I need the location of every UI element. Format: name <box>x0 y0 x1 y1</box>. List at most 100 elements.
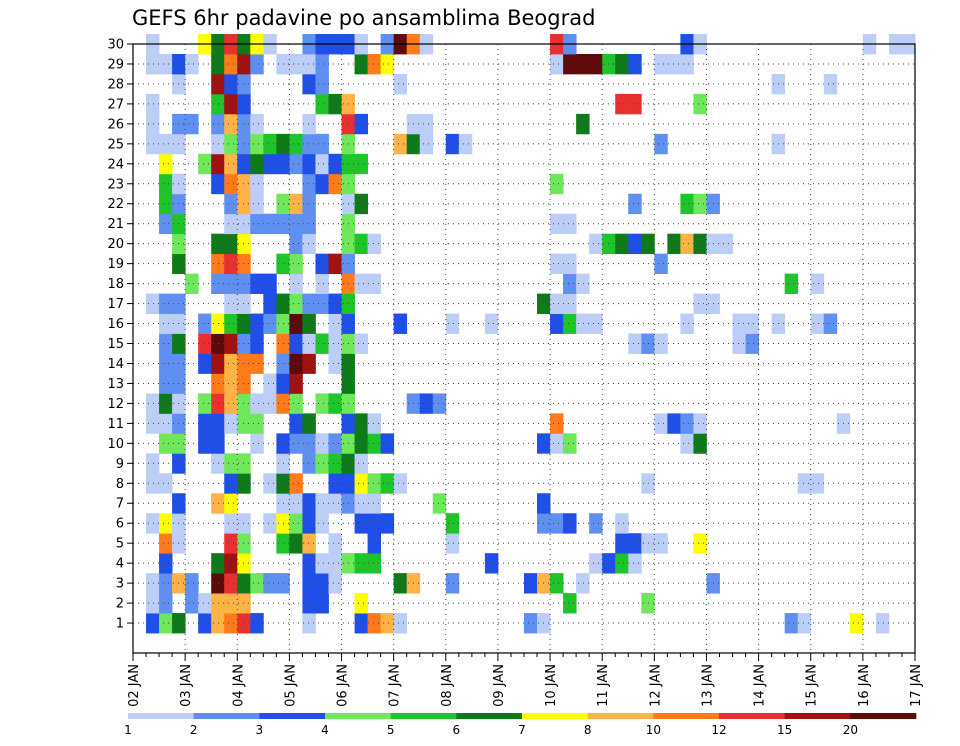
heatmap-cell <box>302 73 316 95</box>
heatmap-cell <box>550 53 564 75</box>
heatmap-cell <box>797 473 812 494</box>
y-tick-label: 30 <box>107 38 124 53</box>
x-tick-label: 15 JAN <box>805 664 820 707</box>
y-tick-label: 6 <box>116 517 124 532</box>
heatmap-cell <box>250 53 264 75</box>
heatmap-cell <box>354 413 368 434</box>
heatmap-cell <box>159 613 173 634</box>
heatmap-cell <box>211 593 225 614</box>
heatmap-cell <box>250 433 264 454</box>
heatmap-cell <box>354 53 368 75</box>
heatmap-cell <box>159 473 173 494</box>
heatmap-cell <box>380 53 395 75</box>
y-tick-label: 4 <box>116 557 124 572</box>
x-tick-label: 08 JAN <box>440 664 455 707</box>
heatmap-cell <box>250 353 264 374</box>
heatmap-cell <box>524 573 538 594</box>
heatmap-cell <box>302 593 316 614</box>
y-tick-label: 17 <box>107 297 124 312</box>
heatmap-cell <box>354 333 368 354</box>
heatmap-cell <box>224 133 238 155</box>
heatmap-cell <box>354 613 368 634</box>
x-tick-label: 09 JAN <box>492 664 507 707</box>
heatmap-cell <box>263 313 277 334</box>
heatmap-cell <box>680 233 694 255</box>
heatmap-cell <box>224 613 238 634</box>
y-tick-label: 29 <box>107 57 124 72</box>
heatmap-cell <box>289 333 303 354</box>
heatmap-cell <box>224 533 238 554</box>
heatmap-cell <box>328 493 342 514</box>
heatmap-cell <box>680 53 694 75</box>
legend-tick-label: 4 <box>321 723 329 737</box>
heatmap-cell <box>211 313 225 334</box>
y-tick-label: 5 <box>116 537 124 552</box>
heatmap-cell <box>875 613 890 634</box>
heatmap-cell <box>224 273 238 294</box>
heatmap-cell <box>667 53 681 75</box>
heatmap-cell <box>211 433 225 454</box>
heatmap-cell <box>589 53 603 75</box>
heatmap-cell <box>159 213 173 235</box>
heatmap-cell <box>211 573 225 594</box>
heatmap-cell <box>354 193 368 215</box>
heatmap-cell <box>667 233 681 255</box>
heatmap-cell <box>628 53 642 75</box>
heatmap-cell <box>550 433 564 454</box>
heatmap-cell <box>289 493 303 514</box>
heatmap-cell <box>211 73 225 95</box>
heatmap-cell <box>185 573 199 594</box>
heatmap-cell <box>354 113 368 135</box>
heatmap-cell <box>328 433 342 454</box>
heatmap-cell <box>550 253 564 275</box>
heatmap-cell <box>445 133 460 155</box>
heatmap-cell <box>367 233 382 255</box>
heatmap-cell <box>289 293 303 314</box>
heatmap-cell <box>146 573 160 594</box>
heatmap-cell <box>159 593 173 614</box>
heatmap-cell <box>198 593 212 614</box>
heatmap-cell <box>550 173 564 195</box>
x-tick-label: 17 JAN <box>909 664 924 707</box>
y-tick-label: 28 <box>107 77 124 92</box>
heatmap-cell <box>654 253 668 275</box>
heatmap-cell <box>211 173 225 195</box>
heatmap-cell <box>615 533 629 554</box>
heatmap-cell <box>159 513 173 534</box>
heatmap-cell <box>693 193 707 215</box>
heatmap-cell <box>458 133 473 155</box>
legend-tick-label: 20 <box>843 723 858 737</box>
heatmap-cell <box>159 353 173 374</box>
heatmap-cell <box>680 313 694 334</box>
heatmap-cell <box>159 533 173 554</box>
legend-tick-label: 12 <box>711 723 726 737</box>
heatmap-cell <box>315 513 329 534</box>
heatmap-cell <box>302 133 316 155</box>
heatmap-cell <box>380 513 395 534</box>
legend-color-segment <box>719 713 785 719</box>
heatmap-cell <box>563 513 577 534</box>
heatmap-cell <box>211 93 225 115</box>
heatmap-cell <box>315 53 329 75</box>
heatmap-cell <box>315 133 329 155</box>
y-tick-label: 21 <box>107 217 124 232</box>
heatmap-cell <box>328 173 342 195</box>
heatmap-cell <box>263 213 277 235</box>
legend-color-segment <box>587 713 654 719</box>
heatmap-cell <box>576 53 590 75</box>
heatmap-cell <box>784 613 799 634</box>
heatmap-cell <box>419 133 434 155</box>
heatmap-cell <box>289 213 303 235</box>
heatmap-cell <box>146 53 160 75</box>
heatmap-cell <box>328 253 342 275</box>
heatmap-cell <box>224 73 238 95</box>
heatmap-cell <box>224 173 238 195</box>
heatmap-cell <box>289 53 303 75</box>
heatmap-cell <box>732 313 746 334</box>
heatmap-cell <box>524 613 538 634</box>
heatmap-cell <box>211 393 225 414</box>
heatmap-cell <box>250 393 264 414</box>
heatmap-cell <box>315 433 329 454</box>
